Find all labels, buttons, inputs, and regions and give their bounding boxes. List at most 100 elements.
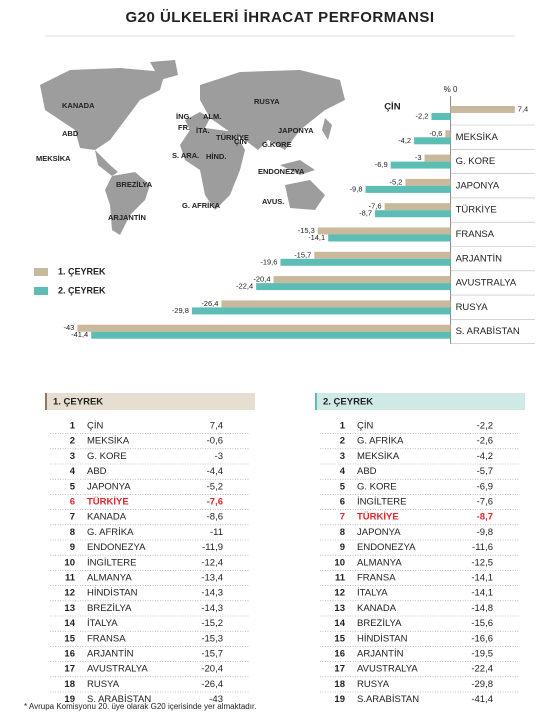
bar [256, 283, 451, 291]
value: -5,2 [207, 481, 223, 492]
value: -3 [215, 451, 223, 462]
value-label: -15,3 [298, 226, 315, 235]
bar [424, 154, 451, 162]
country: KANADA [87, 512, 127, 523]
country: AVUSTRALYA [87, 664, 148, 675]
value-label: -5,2 [389, 177, 402, 186]
rank: 3 [340, 451, 345, 462]
country: İTALYA [87, 618, 118, 629]
country: BREZİLYA [357, 618, 402, 629]
country: ALMANYA [87, 573, 132, 584]
country: ALMANYA [357, 557, 402, 568]
value-label: -22,4 [236, 282, 253, 291]
value: -8,7 [477, 512, 493, 523]
rank: 6 [70, 497, 75, 508]
value-label: -8,7 [359, 209, 372, 218]
country: BREZİLYA [87, 603, 132, 614]
country: JAPONYA [357, 527, 401, 538]
table-header: 1. ÇEYREK [53, 397, 103, 408]
country: FRANSA [357, 573, 396, 584]
value: -15,3 [201, 633, 223, 644]
value: -15,7 [201, 649, 223, 660]
value-label: -19,6 [260, 257, 277, 266]
value: -41,4 [471, 694, 493, 705]
category-label: RUSYA [456, 302, 489, 313]
rank: 9 [340, 542, 345, 553]
value-label: -14,1 [308, 233, 325, 242]
value: -0,6 [207, 436, 223, 447]
rank: 5 [340, 481, 346, 492]
category-label: TÜRKİYE [456, 205, 497, 216]
rank: 6 [340, 497, 345, 508]
country: İNGİLTERE [357, 497, 406, 508]
bar [314, 251, 451, 259]
rank: 19 [334, 694, 345, 705]
value: -9,8 [477, 527, 493, 538]
country: İNGİLTERE [87, 557, 136, 568]
rank: 5 [70, 481, 76, 492]
legend-swatch [34, 287, 48, 295]
value: -14,1 [471, 573, 493, 584]
value: -8,6 [207, 512, 223, 523]
rank: 4 [70, 466, 76, 477]
legend-label: 2. ÇEYREK [58, 285, 106, 295]
value: -4,2 [477, 451, 493, 462]
country: G. AFRİKA [357, 436, 404, 447]
rank: 1 [340, 421, 346, 432]
rank: 12 [64, 588, 75, 599]
rank: 17 [64, 664, 75, 675]
category-label: S. ARABİSTAN [456, 326, 520, 337]
rank: 12 [334, 588, 345, 599]
bar [317, 227, 451, 235]
rank: 1 [70, 421, 76, 432]
rank: 2 [340, 436, 345, 447]
category-label: ÇİN [384, 102, 401, 113]
bar [191, 307, 451, 315]
value: -14,3 [201, 588, 223, 599]
country: ABD [87, 466, 107, 477]
rank: 18 [64, 679, 75, 690]
bar [365, 185, 451, 193]
value: -14,8 [471, 603, 493, 614]
category-label: AVUSTRALYA [456, 278, 517, 289]
country: MEKSİKA [357, 451, 400, 462]
country: RUSYA [87, 679, 120, 690]
table-header: 2. ÇEYREK [323, 397, 373, 408]
map-label: S. ARA. [172, 151, 199, 160]
bar [91, 331, 451, 339]
country: G. AFRİKA [87, 527, 134, 538]
value-label: -9,8 [350, 184, 363, 193]
country: TÜRKİYE [357, 512, 399, 523]
table-header-bg [45, 393, 255, 410]
legend-swatch [34, 268, 48, 276]
map-label: İTA. [196, 126, 210, 135]
legend-label: 1. ÇEYREK [58, 266, 106, 276]
value: -26,4 [201, 679, 223, 690]
country: G. KORE [357, 481, 397, 492]
country: HİNDİSTAN [357, 633, 408, 644]
value: -6,9 [477, 481, 493, 492]
value-label: -3 [415, 153, 422, 162]
bar [375, 210, 451, 218]
rank: 2 [70, 436, 75, 447]
rank: 8 [340, 527, 345, 538]
country: ÇİN [87, 421, 104, 432]
map-label: FR. [178, 123, 190, 132]
bar [77, 324, 451, 332]
category-label: ARJANTİN [456, 253, 503, 264]
rank: 4 [340, 466, 346, 477]
map-label: BREZİLYA [116, 180, 153, 189]
value-label: -7,6 [369, 202, 382, 211]
category-label: G. KORE [456, 156, 496, 167]
rank: 3 [70, 451, 75, 462]
value: -13,4 [201, 573, 223, 584]
value-label: -0,6 [429, 129, 442, 138]
value: -43 [209, 694, 223, 705]
map-label: ABD [62, 129, 79, 138]
rank: 17 [334, 664, 345, 675]
map-label: JAPONYA [278, 126, 314, 135]
rank: 7 [70, 512, 75, 523]
map-label: AVUS. [262, 197, 284, 206]
rank: 14 [64, 618, 75, 629]
